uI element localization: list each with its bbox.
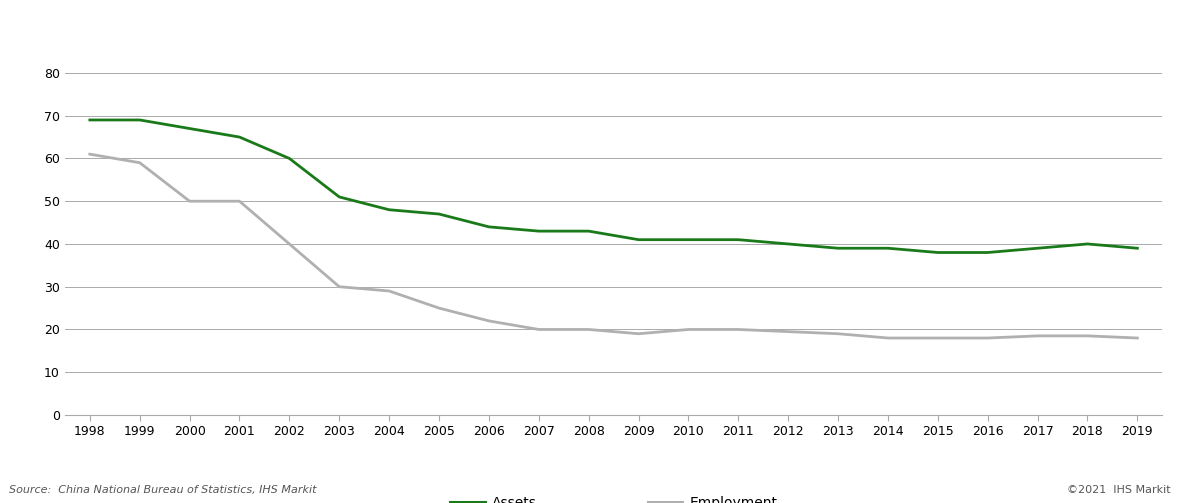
Legend: Assets, Employment: Assets, Employment xyxy=(445,490,782,503)
Text: Source:  China National Bureau of Statistics, IHS Markit: Source: China National Bureau of Statist… xyxy=(9,485,317,495)
Text: ©2021  IHS Markit: ©2021 IHS Markit xyxy=(1067,485,1171,495)
Text: China SOE share of industrial sector, %: China SOE share of industrial sector, % xyxy=(12,15,376,33)
